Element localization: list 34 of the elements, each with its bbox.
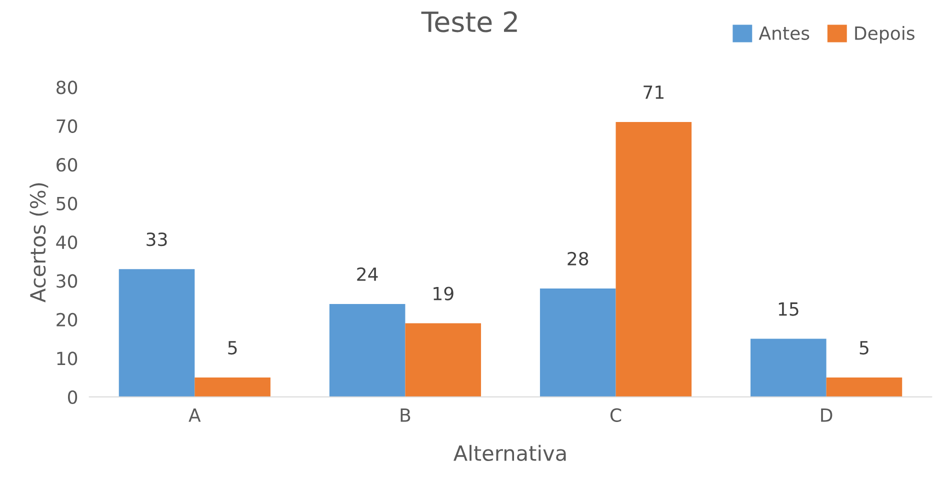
y-tick-label: 70 xyxy=(56,119,78,133)
y-tick-label: 10 xyxy=(57,352,78,366)
y-tick-label: 40 xyxy=(56,235,78,250)
bar xyxy=(405,323,482,397)
y-tick-label: 0 xyxy=(68,390,78,404)
data-label: 15 xyxy=(778,302,798,316)
data-label: 24 xyxy=(357,267,378,281)
bar xyxy=(540,288,616,397)
y-tick-label: 20 xyxy=(56,312,78,327)
bar xyxy=(194,378,270,397)
x-tick-label: B xyxy=(400,408,410,422)
y-tick-label: 50 xyxy=(56,196,78,210)
x-axis-title: Alternativa xyxy=(454,444,566,462)
bar xyxy=(826,378,902,397)
legend-label: Depois xyxy=(855,26,914,44)
legend-label: Antes xyxy=(758,26,810,40)
x-tick-label: A xyxy=(188,408,201,422)
x-tick-label: D xyxy=(821,408,832,422)
data-label: 28 xyxy=(568,252,588,266)
data-label: 71 xyxy=(644,86,664,99)
x-tick-label: C xyxy=(610,408,622,422)
bar xyxy=(118,269,195,397)
data-label: 19 xyxy=(434,286,454,300)
data-label: 5 xyxy=(228,341,237,355)
y-tick-label: 60 xyxy=(56,158,78,172)
y-tick-label: 30 xyxy=(56,274,78,288)
bar xyxy=(329,304,406,397)
chart-title: Teste 2 xyxy=(421,11,517,32)
y-axis-title: Acertos (%) xyxy=(30,183,48,302)
bar xyxy=(750,338,826,397)
data-label: 33 xyxy=(146,232,167,246)
bar xyxy=(616,122,692,397)
y-tick-label: 80 xyxy=(56,80,78,94)
data-label: 5 xyxy=(860,341,868,355)
